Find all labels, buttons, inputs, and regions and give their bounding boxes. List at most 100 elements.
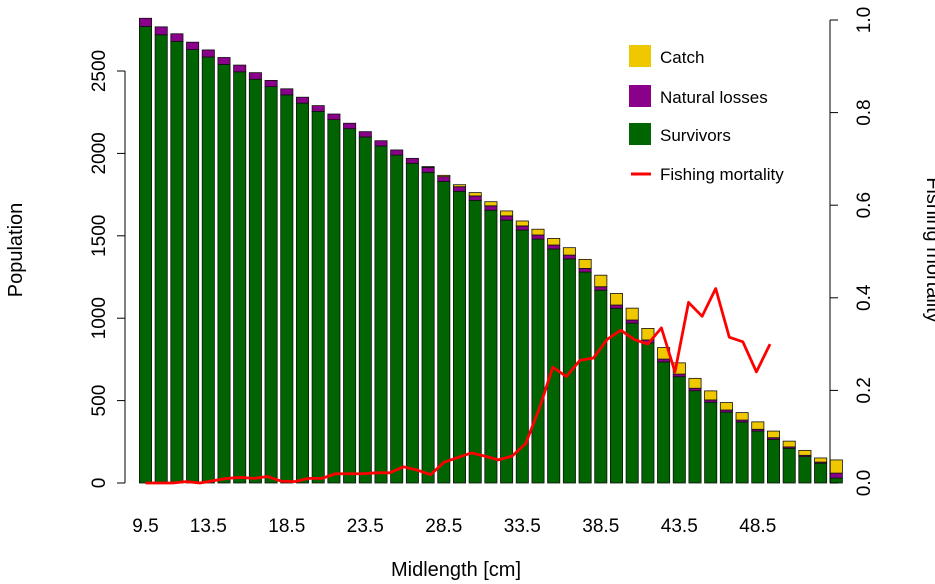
bar-catch [814,457,828,463]
bar-catch [798,449,812,456]
bar-catch [578,258,592,269]
bar-catch [484,201,498,207]
bar-natural-losses [829,472,843,479]
bar-survivors [437,181,451,484]
x-axis: 9.5 13.5 18.5 23.5 28.5 33.5 38.5 43.5 48.5 [132,516,776,537]
bars [138,17,843,484]
right-axis-tick-label: 0.8 [854,99,875,125]
bar-survivors [672,376,686,484]
bar-natural-losses [217,57,231,65]
bar-natural-losses [515,225,529,231]
bar-survivors [343,128,357,484]
bar-catch [421,166,435,168]
bar-catch [594,274,608,288]
y-axis-title: Population [5,203,27,298]
x-axis-tick-label: 48.5 [739,516,776,537]
bar-natural-losses [374,140,388,147]
bar-survivors [594,289,608,484]
bar-natural-losses [264,79,278,88]
bar-survivors [500,219,514,484]
bar-natural-losses [154,26,168,36]
bar-survivors [170,40,184,484]
bar-survivors [390,154,404,484]
fishing-mortality-line [145,287,772,485]
bar-survivors [484,209,498,484]
bar-natural-losses [500,215,514,221]
bar-natural-losses [421,167,435,173]
bar-natural-losses [594,286,608,291]
bar-survivors [782,447,796,484]
x-axis-tick-label: 9.5 [132,516,158,537]
bar-catch [782,440,796,448]
left-axis-tick-label: 2500 [89,50,110,92]
bar-natural-losses [562,254,576,260]
x-axis-tick-label: 28.5 [425,516,462,537]
bar-natural-losses [138,17,152,27]
bar-survivors [767,438,781,484]
bar-natural-losses [358,131,372,138]
bar-natural-losses [201,49,215,58]
bar-survivors [311,110,325,484]
left-axis-tick-label: 0 [89,478,110,489]
bar-catch [468,192,482,197]
bar-survivors [264,86,278,484]
left-axis: 0 500 1000 1500 2000 2500 [89,50,126,489]
bar-natural-losses [186,41,200,50]
bar-survivors [154,34,168,484]
bar-natural-losses [405,157,419,164]
bar-catch [719,402,733,411]
bar-catch [500,210,514,217]
bar-survivors [814,462,828,484]
legend: Catch Natural losses Survivors Fishing m… [629,45,784,184]
bar-natural-losses [657,358,671,363]
bar-survivors [829,477,843,484]
bar-natural-losses [484,205,498,211]
bar-survivors [248,78,262,484]
right-axis: 0.0 0.2 0.4 0.6 0.8 1.0 [829,7,875,496]
bar-natural-losses [531,234,545,240]
bar-catch [704,390,718,401]
bar-natural-losses [311,105,325,112]
bar-natural-losses [280,88,294,96]
bar-survivors [751,430,765,484]
bar-catch [625,307,639,321]
bar-survivors [468,199,482,484]
bar-catch [735,412,749,421]
bar-natural-losses [547,244,561,250]
bar-natural-losses [437,176,451,182]
legend-swatch-catch [629,45,651,67]
legend-swatch-survivors [629,123,651,145]
bar-catch [437,174,451,178]
bar-catch [562,247,576,256]
left-axis-tick-label: 2000 [89,132,110,174]
bar-natural-losses [452,186,466,192]
x-axis-tick-label: 33.5 [504,516,541,537]
bar-survivors [186,49,200,484]
bar-natural-losses [390,149,404,156]
bar-survivors [233,71,247,484]
right-axis-tick-label: 0.0 [854,470,875,496]
x-axis-tick-label: 18.5 [268,516,305,537]
bar-survivors [452,190,466,484]
bar-catch [688,377,702,389]
bar-catch [767,430,781,439]
right-axis-tick-label: 0.6 [854,192,875,218]
bar-survivors [657,361,671,484]
right-axis-tick-label: 1.0 [854,7,875,33]
bar-survivors [327,119,341,484]
bar-survivors [405,162,419,484]
legend-swatch-natural-losses [629,85,651,107]
bar-catch [641,328,655,341]
bar-survivors [217,64,231,484]
right-axis-tick-label: 0.2 [854,377,875,403]
bar-natural-losses [295,96,309,104]
x-axis-tick-label: 23.5 [347,516,384,537]
left-axis-tick-label: 1000 [89,297,110,339]
bar-natural-losses [233,64,247,73]
bar-catch [452,184,466,188]
bar-catch [547,238,561,246]
line-layer [145,287,772,485]
bar-survivors [280,94,294,484]
legend-label-catch: Catch [660,48,704,67]
